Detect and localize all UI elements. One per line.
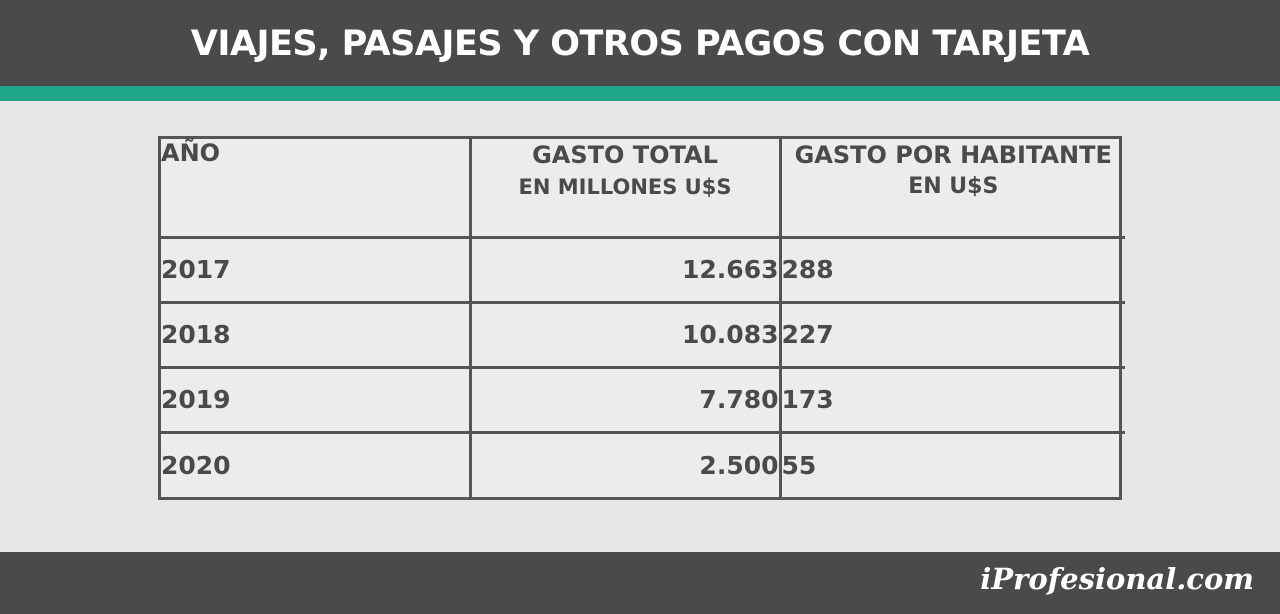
- cell-total: 10.083: [468, 300, 782, 369]
- cell-year: 2020: [161, 430, 472, 497]
- table-row: 2019 7.780 173: [161, 365, 1125, 434]
- column-header-year-label: AÑO: [161, 139, 221, 167]
- cell-per-capita: 288: [778, 235, 1125, 304]
- column-header-per-capita-line2: EN U$S: [908, 174, 999, 199]
- cell-year: 2019: [161, 365, 472, 434]
- column-header-year: AÑO: [161, 139, 472, 239]
- column-header-per-capita: GASTO POR HABITANTE EN U$S: [778, 139, 1125, 239]
- footer-bar: iProfesional.com: [0, 552, 1280, 614]
- header-bar: VIAJES, PASAJES Y OTROS PAGOS CON TARJET…: [0, 0, 1280, 86]
- cell-total: 2.500: [468, 430, 782, 497]
- cell-year: 2018: [161, 300, 472, 369]
- brand-logo: iProfesional.com: [980, 562, 1254, 596]
- data-table-container: AÑO GASTO TOTAL EN MILLONES U$S GASTO PO…: [158, 136, 1125, 500]
- cell-per-capita: 55: [778, 430, 1125, 497]
- page-title: VIAJES, PASAJES Y OTROS PAGOS CON TARJET…: [190, 24, 1090, 64]
- column-header-total: GASTO TOTAL EN MILLONES U$S: [468, 139, 782, 239]
- table-header-row: AÑO GASTO TOTAL EN MILLONES U$S GASTO PO…: [161, 139, 1125, 239]
- cell-per-capita: 173: [778, 365, 1125, 434]
- table-row: 2020 2.500 55: [161, 430, 1125, 497]
- table-row: 2018 10.083 227: [161, 300, 1125, 369]
- accent-bar: [0, 86, 1280, 101]
- data-table: AÑO GASTO TOTAL EN MILLONES U$S GASTO PO…: [161, 139, 1125, 497]
- column-header-total-line1: GASTO TOTAL: [532, 141, 718, 169]
- cell-per-capita: 227: [778, 300, 1125, 369]
- cell-total: 7.780: [468, 365, 782, 434]
- column-header-per-capita-line1: GASTO POR HABITANTE: [794, 141, 1112, 169]
- cell-year: 2017: [161, 235, 472, 304]
- table-row: 2017 12.663 288: [161, 235, 1125, 304]
- column-header-total-line2: EN MILLONES U$S: [518, 175, 732, 199]
- cell-total: 12.663: [468, 235, 782, 304]
